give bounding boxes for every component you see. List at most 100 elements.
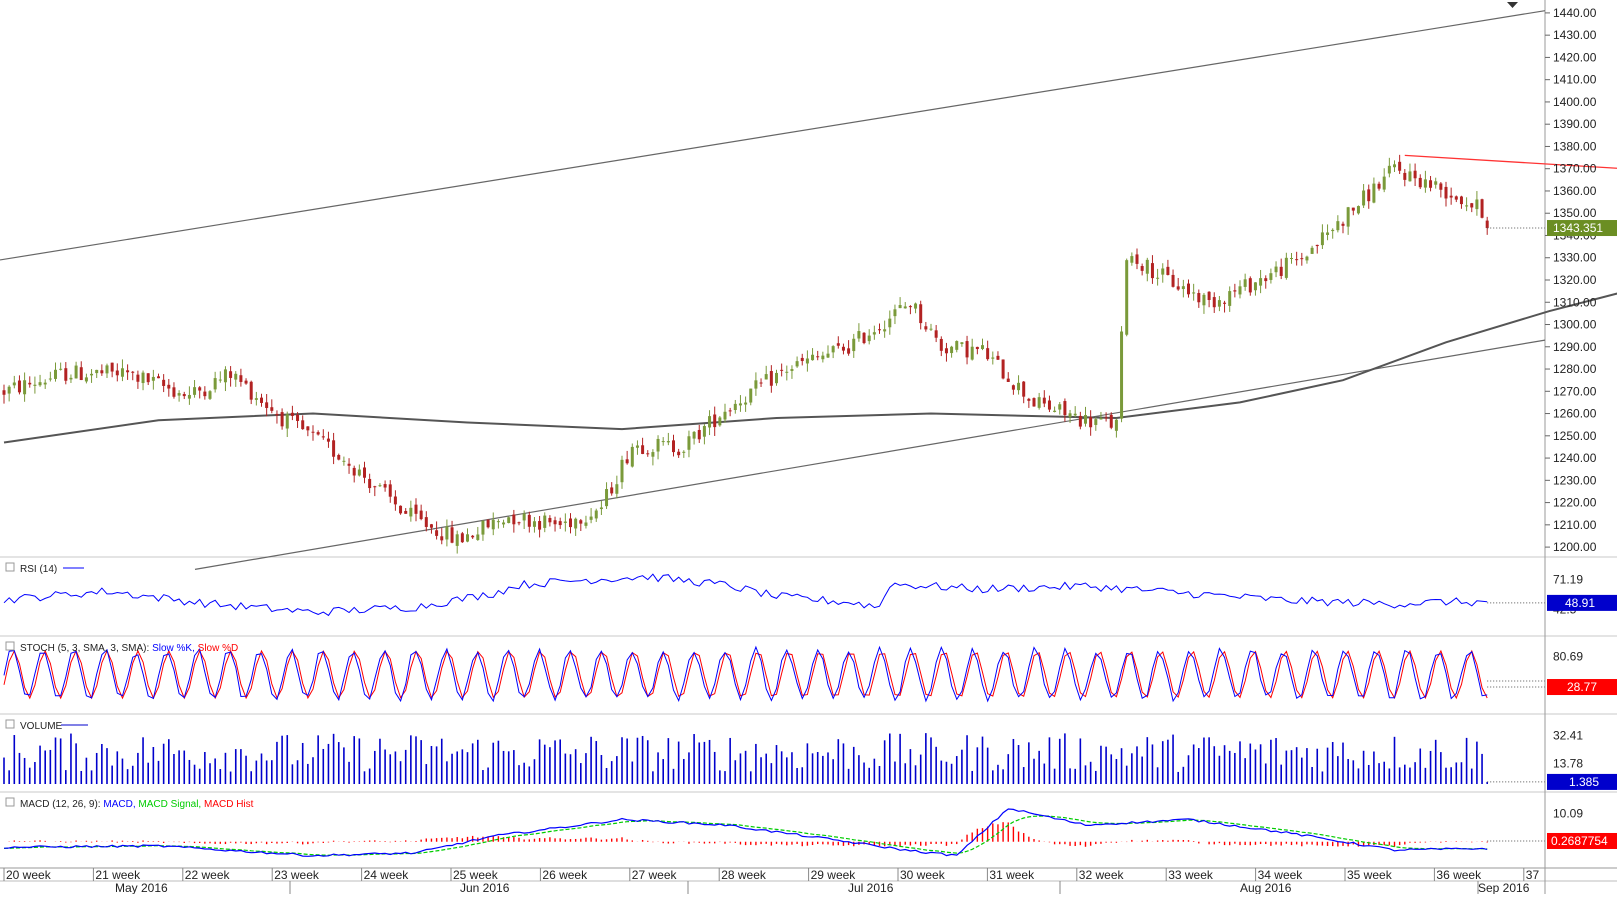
candle-body — [847, 348, 851, 354]
volume-close-icon[interactable] — [5, 719, 15, 729]
candle-body — [1176, 286, 1180, 290]
candle-body — [496, 521, 500, 523]
candle-body — [939, 338, 943, 351]
candle-body — [960, 342, 964, 344]
last-price-tag — [1547, 220, 1617, 237]
volume-last-tag — [1547, 773, 1617, 790]
candle-body — [476, 534, 480, 540]
week-label: 37 — [1526, 868, 1540, 882]
candle-body — [1305, 256, 1309, 261]
candle-body — [110, 362, 114, 372]
candle-body — [646, 453, 650, 455]
price-tick-label: 1370.00 — [1553, 162, 1597, 176]
candle-body — [198, 387, 202, 391]
candle-body — [1387, 165, 1391, 174]
week-label: 33 week — [1168, 868, 1214, 882]
candle-body — [1264, 278, 1268, 282]
candle-body — [605, 489, 609, 507]
candle-body — [326, 438, 330, 442]
week-label: 20 week — [6, 868, 52, 882]
price-tick-label: 1350.00 — [1553, 206, 1597, 220]
candle-body — [157, 376, 160, 379]
candle-body — [316, 432, 320, 435]
price-tick-label: 1200.00 — [1553, 540, 1597, 554]
candle-body — [1418, 177, 1422, 188]
stoch-title-text: STOCH (5, 3, SMA, 3, SMA): — [20, 643, 149, 654]
candle-body — [610, 487, 614, 494]
candle-body — [1053, 410, 1057, 412]
candle-body — [1078, 415, 1082, 427]
candle-body — [54, 369, 57, 379]
candle-body — [1475, 199, 1479, 210]
last-price-value: 1343.351 — [1553, 221, 1603, 235]
price-tick-label: 1250.00 — [1553, 429, 1597, 443]
candle-body — [244, 380, 248, 384]
candle-body — [1022, 381, 1026, 397]
rsi-legend: RSI (14) — [5, 562, 84, 575]
candle-body — [1300, 258, 1304, 260]
candle-body — [1356, 206, 1360, 214]
candle-body — [1243, 279, 1247, 287]
candle-body — [388, 484, 392, 497]
candle-body — [687, 436, 691, 450]
candle-body — [1465, 205, 1469, 207]
candle-body — [74, 365, 78, 379]
candle-body — [764, 374, 768, 380]
week-label: 25 week — [453, 868, 499, 882]
trend-channel — [0, 10, 1546, 570]
candle-body — [177, 393, 181, 396]
candle-body — [914, 303, 918, 309]
candle-body — [1362, 190, 1366, 206]
candle-body — [996, 355, 1000, 360]
candle-body — [1171, 274, 1175, 287]
candle-body — [1202, 294, 1206, 306]
candle-body — [352, 467, 356, 476]
month-label: Sep 2016 — [1478, 881, 1530, 894]
candle-body — [1269, 273, 1273, 280]
candle-body — [929, 328, 933, 330]
candle-body — [100, 370, 104, 374]
candle-body — [445, 526, 449, 540]
candle-body — [414, 504, 418, 514]
stoch-k-line — [3, 645, 1488, 703]
rsi-close-icon[interactable] — [5, 562, 15, 572]
candle-body — [90, 373, 94, 376]
volume-legend: VOLUME — [5, 719, 88, 732]
sma-line — [3, 292, 1617, 444]
candle-body — [620, 459, 624, 483]
macd-close-icon[interactable] — [5, 797, 15, 807]
candle-body — [1233, 290, 1237, 292]
candle-body — [728, 410, 732, 412]
resistance-line — [1404, 154, 1617, 169]
triangle-down-icon[interactable] — [1507, 2, 1518, 8]
candle-body — [723, 411, 727, 420]
candle-body — [569, 518, 572, 528]
candle-body — [218, 379, 222, 381]
candle-body — [162, 379, 166, 386]
macd-signal-line — [4, 815, 1488, 856]
candle-body — [229, 371, 233, 378]
macd-title-text: MACD (12, 26, 9): — [20, 799, 101, 810]
candle-body — [296, 414, 300, 421]
candle-body — [332, 440, 336, 457]
candle-body — [1377, 183, 1381, 189]
candle-body — [126, 370, 130, 373]
candle-body — [1346, 207, 1350, 227]
volume-last-value: 1.385 — [1569, 775, 1599, 789]
candle-body — [780, 369, 784, 371]
candle-body — [64, 368, 68, 381]
candle-body — [635, 445, 639, 448]
candle-body — [424, 517, 428, 527]
candle-body — [615, 484, 619, 494]
candle-body — [260, 397, 263, 403]
candle-body — [1212, 297, 1216, 308]
macd-line — [3, 808, 1488, 857]
candle-body — [131, 371, 135, 373]
candle-body — [223, 369, 227, 383]
month-label: Aug 2016 — [1240, 881, 1292, 894]
candle-body — [630, 446, 634, 467]
stoch-close-icon[interactable] — [5, 641, 15, 651]
candle-body — [393, 496, 397, 505]
